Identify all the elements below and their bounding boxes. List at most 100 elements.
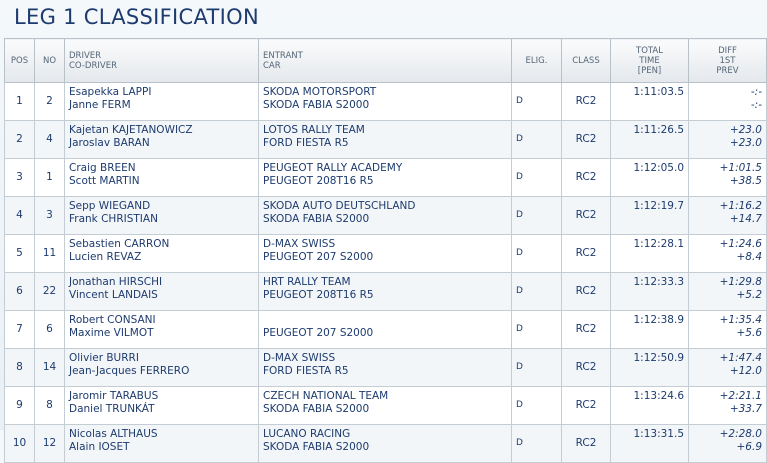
diff-cell: +1:47.4 +12.0	[688, 348, 767, 387]
co-driver: Scott MARTIN	[69, 175, 140, 187]
diff-first: +23.0	[729, 124, 762, 136]
driver-cell: Craig BREEN Scott MARTIN	[64, 158, 259, 197]
time-cell: 1:11:26.5	[610, 120, 689, 159]
driver: Esapekka LAPPI	[69, 86, 152, 98]
table-row: 6 22 Jonathan HIRSCHI Vincent LANDAIS HRT RA…	[4, 272, 767, 311]
table-row: 4 3 Sepp WIEGAND Frank CHRISTIAN SKODA AUTO …	[4, 196, 767, 235]
entrant-cell: SKODA MOTORSPORT SKODA FABIA S2000	[258, 82, 512, 121]
class-cell: RC2	[561, 82, 611, 121]
class-cell: RC2	[561, 234, 611, 273]
driver: Kajetan KAJETANOWICZ	[69, 124, 193, 136]
class-cell: RC2	[561, 424, 611, 463]
no-cell: 2	[34, 82, 65, 121]
diff-cell: -:- -:-	[688, 82, 767, 121]
table-row: 3 1 Craig BREEN Scott MARTIN PEUGEOT RALLY A…	[4, 158, 767, 197]
class-cell: RC2	[561, 310, 611, 349]
driver-cell: Robert CONSANI Maxime VILMOT	[64, 310, 259, 349]
diff-cell: +1:29.8 +5.2	[688, 272, 767, 311]
entrant: D-MAX SWISS	[263, 352, 336, 364]
spacer	[263, 314, 507, 327]
driver-cell: Esapekka LAPPI Janne FERM	[64, 82, 259, 121]
entrant-cell: LUCANO RACING SKODA FABIA S2000	[258, 424, 512, 463]
diff-prev: +8.4	[736, 251, 763, 263]
no-cell: 22	[34, 272, 65, 311]
header-line: ELIG.	[525, 55, 548, 66]
header-line: DIFF	[718, 45, 737, 56]
header-line: POS	[10, 55, 29, 66]
entrant-cell: PEUGEOT RALLY ACADEMY PEUGEOT 208T16 R5	[258, 158, 512, 197]
driver: Sebastien CARRON	[69, 238, 170, 250]
no-cell: 11	[34, 234, 65, 273]
header-line: TOTAL	[636, 45, 663, 56]
entrant-cell: HRT RALLY TEAM PEUGEOT 208T16 R5	[258, 272, 512, 311]
header-line: PREV	[716, 65, 739, 76]
diff-cell: +2:21.1 +33.7	[688, 386, 767, 425]
pos-cell: 4	[4, 196, 35, 235]
diff-cell: +1:24.6 +8.4	[688, 234, 767, 273]
diff-prev: +23.0	[729, 137, 762, 149]
column-header: DIFF 1ST PREV	[688, 38, 767, 83]
co-driver: Maxime VILMOT	[69, 327, 154, 339]
driver: Jonathan HIRSCHI	[69, 276, 163, 288]
co-driver: Janne FERM	[69, 99, 131, 111]
time-cell: 1:12:19.7	[610, 196, 689, 235]
pos-cell: 5	[4, 234, 35, 273]
co-driver: Frank CHRISTIAN	[69, 213, 158, 225]
diff-first: +1:47.4	[719, 352, 762, 364]
diff-prev: +38.5	[729, 175, 762, 187]
diff-cell: +1:01.5 +38.5	[688, 158, 767, 197]
diff-first: +1:16.2	[719, 200, 762, 212]
no-cell: 1	[34, 158, 65, 197]
driver: Robert CONSANI	[69, 314, 156, 326]
pos-cell: 2	[4, 120, 35, 159]
entrant-cell: PEUGEOT 207 S2000	[258, 310, 512, 349]
table-row: 1 2 Esapekka LAPPI Janne FERM SKODA MOTORSPO…	[4, 82, 767, 121]
column-header: CLASS	[561, 38, 611, 83]
driver-cell: Nicolas ALTHAUS Alain IOSET	[64, 424, 259, 463]
time-cell: 1:12:05.0	[610, 158, 689, 197]
header-line: TIME	[639, 55, 660, 66]
time-cell: 1:13:31.5	[610, 424, 689, 463]
class-cell: RC2	[561, 348, 611, 387]
diff-prev: +6.9	[736, 441, 763, 453]
time-cell: 1:13:24.6	[610, 386, 689, 425]
co-driver: Daniel TRUNKÁT	[69, 403, 155, 415]
time-cell: 1:12:50.9	[610, 348, 689, 387]
page-title: LEG 1 CLASSIFICATION	[14, 5, 259, 29]
diff-prev: +5.6	[736, 327, 763, 339]
driver-cell: Jonathan HIRSCHI Vincent LANDAIS	[64, 272, 259, 311]
elig-cell: D	[511, 158, 562, 197]
class-cell: RC2	[561, 272, 611, 311]
driver-cell: Kajetan KAJETANOWICZ Jaroslav BARAN	[64, 120, 259, 159]
no-cell: 3	[34, 196, 65, 235]
car: SKODA FABIA S2000	[263, 213, 370, 225]
header-line: [PEN]	[637, 65, 662, 76]
entrant-cell: LOTOS RALLY TEAM FORD FIESTA R5	[258, 120, 512, 159]
time-cell: 1:12:28.1	[610, 234, 689, 273]
pos-cell: 3	[4, 158, 35, 197]
header-line: DRIVER	[69, 50, 102, 61]
entrant: SKODA MOTORSPORT	[263, 86, 377, 98]
header-line: NO	[42, 55, 57, 66]
pos-cell: 8	[4, 348, 35, 387]
column-header: NO	[34, 38, 65, 83]
diff-first: +2:21.1	[719, 390, 762, 402]
driver-cell: Sebastien CARRON Lucien REVAZ	[64, 234, 259, 273]
table-row: 2 4 Kajetan KAJETANOWICZ Jaroslav BARAN LOTO…	[4, 120, 767, 159]
no-cell: 4	[34, 120, 65, 159]
class-cell: RC2	[561, 386, 611, 425]
diff-first: +1:24.6	[719, 238, 762, 250]
diff-cell: +1:16.2 +14.7	[688, 196, 767, 235]
no-cell: 14	[34, 348, 65, 387]
header-line: 1ST	[719, 55, 736, 66]
no-cell: 12	[34, 424, 65, 463]
elig-cell: D	[511, 386, 562, 425]
car: PEUGEOT 208T16 R5	[263, 289, 374, 301]
diff-first: +1:29.8	[719, 276, 762, 288]
diff-prev: +33.7	[729, 403, 762, 415]
elig-cell: D	[511, 120, 562, 159]
diff-first: -:-	[750, 86, 762, 98]
pos-cell: 1	[4, 82, 35, 121]
column-header: ENTRANT CAR	[258, 38, 512, 83]
